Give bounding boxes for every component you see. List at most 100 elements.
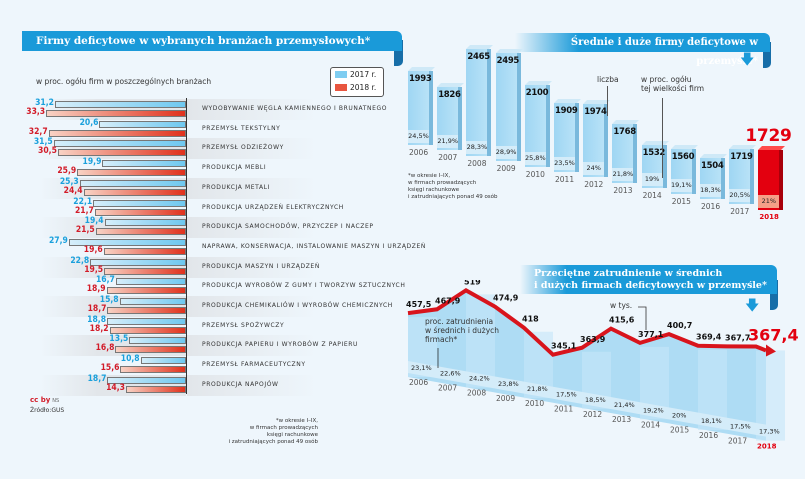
value-label-2017: 22,1 [73,196,93,207]
count-label: 1719 [730,151,753,162]
header-ribbon-tail [763,42,771,68]
count-label: 1826 [438,90,461,101]
year-label: 2010 [525,169,545,179]
pct-label: 28,9% [495,146,517,160]
column-top [700,153,727,158]
value-label: 369,4 [696,333,722,342]
count-label: 1532 [642,148,666,159]
pct-label: 21,8% [527,385,548,393]
value-label: 363,9 [580,335,606,344]
label-line: firmach* [425,335,458,344]
year-label: 2014 [642,191,662,201]
pct-label: 19,2% [643,406,664,414]
pct-label: 20% [672,412,686,420]
category-label: PRODUKCJA MASZYN I URZĄDZEŃ [202,262,320,270]
bar-2018 [103,247,186,255]
value-label-2017: 31,5 [33,137,53,148]
bar-axis-line [186,98,187,394]
column-top [612,119,640,124]
value-label-2018: 21,5 [75,225,95,236]
right-footnote: *w okresie I–IX, w firmach prowadzących … [408,173,498,201]
pct-label: 19% [641,173,663,187]
year-label: 2015 [671,196,691,206]
bar-2018 [95,228,186,236]
cc-license-icon: cc by [30,396,51,404]
pct-label: 24% [583,162,605,176]
value-label-2018: 19,6 [83,244,103,255]
bar-2017 [99,120,186,128]
category-label: PRZEMYSŁ FARMACEUTYCZNY [202,361,306,369]
value-label-2017: 20,6 [79,117,99,128]
footnote-line: w firmach prowadzących [249,425,318,431]
value-label-2017: 10,8 [120,354,140,365]
value-label-2017: 18,8 [87,314,107,325]
title-line: Przeciętne zatrudnienie w średnich [534,268,723,279]
bar-2018 [57,149,186,157]
arrow-down-icon: 🡇 [745,298,760,314]
column-top [670,144,698,149]
value-label-2017: 25,3 [59,176,79,187]
bar-2017 [93,199,186,207]
category-label: WYDOBYWANIE WĘGLA KAMIENNEGO I BRUNATNEG… [202,105,388,112]
pct-label: 17,3% [759,428,780,436]
bar-2017 [90,258,186,266]
bar-2017 [79,179,186,187]
bar-2018 [115,346,186,354]
left-footnote: *w okresie I–IX, w firmach prowadzących … [200,418,318,446]
value-label-2018: 21,7 [74,205,94,216]
value-label-2017: 18,7 [87,373,107,384]
license-text: NS [52,398,60,404]
legend-swatch-2017 [335,71,347,78]
bar-2018 [77,169,186,177]
bar-2017 [54,101,186,108]
legend-item-2017: 2017 r. [331,68,383,81]
bar-2017 [119,298,186,305]
category-label: PRODUKCJA URZĄDZEŃ ELEKTRYCZNYCH [202,203,344,211]
value-label-2018: 15,6 [100,363,120,374]
bar-2018 [94,208,186,216]
year-label: 2006 [409,148,429,157]
category-label: PRODUKCJA METALI [202,183,270,191]
year-label: 2017 [730,207,750,217]
leader-line-count [607,86,608,116]
year-label: 2017 [728,436,747,445]
category-label: PRODUKCJA CHEMIKALIÓW I WYROBÓW CHEMICZN… [202,302,393,309]
pct-label: 17,5% [730,422,751,430]
value-label-2018: 33,3 [26,107,46,117]
pct-label: 18,5% [585,396,606,404]
pct-label: 18,1% [701,417,722,425]
value-label: 474,9 [493,294,519,303]
label-pct-line: tej wielkości firm [641,84,705,93]
bar-2017 [102,160,186,168]
value-label-2018: 19,5 [84,264,104,275]
bar-2017 [140,357,186,365]
value-label-2017: 19,9 [82,157,102,168]
bar-2018 [120,366,186,374]
bar-2018 [46,110,186,117]
value-label-2018: 24,4 [63,185,83,196]
pct-label: 17,5% [556,391,577,399]
category-label: PRODUKCJA MEBLI [202,164,267,172]
footnote-line: *w okresie I–IX, [408,173,451,179]
year-label: 2018 [759,212,779,221]
year-label: 2013 [613,185,633,195]
bar-2018 [83,188,186,196]
count-label: 1504 [701,160,724,171]
category-label: PRODUKCJA WYROBÓW Z GUMY I TWORZYW SZTUC… [202,282,406,290]
bar-2018 [125,385,186,393]
pct-label: 23,5% [554,157,575,170]
employment-line-chart: 457,5 23,1% 2006 467,9 22,6% 2007 519 24,2% 2008… [406,280,799,451]
value-label: 418 [522,315,539,324]
year-label: 2009 [496,164,516,174]
column-top [641,141,669,146]
value-label-2017: 15,8 [99,295,119,305]
bar-2018 [109,326,186,334]
year-label: 2008 [467,158,487,168]
bar-2017 [107,376,186,384]
category-background [187,335,317,357]
firms-chart-title: Średnie i duże firmy deficytowe w przemy… [515,33,770,67]
category-label: PRODUKCJA NAPOJÓW [202,380,279,388]
leader-line-thousands [638,306,647,330]
year-label: 2018 [757,443,777,451]
pct-label: 21,4% [614,401,635,409]
